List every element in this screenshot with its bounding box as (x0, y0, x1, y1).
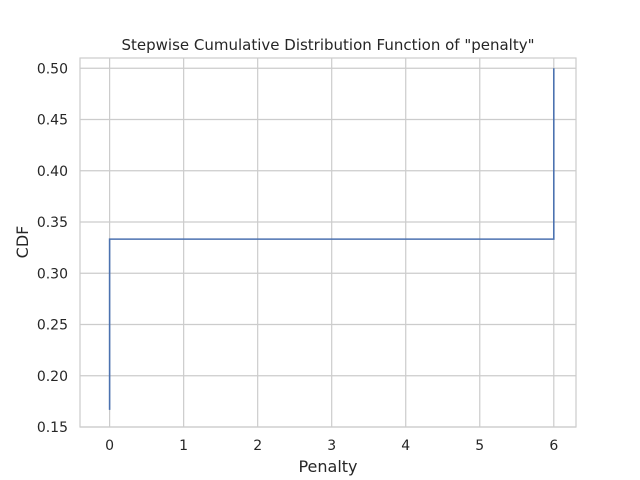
x-tick-label: 0 (105, 438, 114, 454)
x-tick-label: 2 (253, 438, 262, 454)
y-tick-label: 0.20 (37, 369, 68, 385)
x-axis-label: Penalty (298, 457, 357, 476)
y-tick-label: 0.45 (37, 113, 68, 129)
cdf-step-line (108, 68, 555, 410)
y-tick-label: 0.40 (37, 164, 68, 180)
x-tick-label: 4 (401, 438, 410, 454)
y-tick-label: 0.35 (37, 215, 68, 231)
y-tick-label: 0.25 (37, 318, 68, 334)
x-tick-labels: 0 1 2 3 4 5 6 (105, 438, 558, 454)
x-tick-label: 6 (549, 438, 558, 454)
y-tick-label: 0.15 (37, 420, 68, 436)
series-lines (108, 68, 555, 410)
y-tick-label: 0.30 (37, 266, 68, 282)
grid-lines (80, 58, 576, 428)
chart-title: Stepwise Cumulative Distribution Functio… (121, 36, 534, 54)
y-tick-label: 0.50 (37, 61, 68, 77)
y-tick-labels: 0.15 0.20 0.25 0.30 0.35 0.40 0.45 0.50 (37, 61, 68, 436)
x-tick-label: 3 (327, 438, 336, 454)
y-axis-label: CDF (13, 226, 32, 259)
x-tick-label: 1 (179, 438, 188, 454)
x-tick-label: 5 (475, 438, 484, 454)
plot-frame (79, 57, 577, 428)
